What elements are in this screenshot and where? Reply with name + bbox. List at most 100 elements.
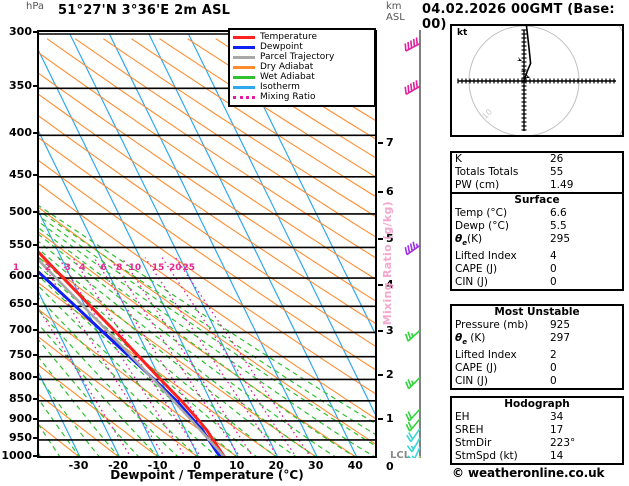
index-value: 0 <box>550 276 557 289</box>
mixing-ratio-value-label: 2 <box>44 262 52 273</box>
wind-barb-column <box>400 30 440 472</box>
index-label: K <box>455 153 462 165</box>
index-value: 223° <box>550 437 576 449</box>
index-row: CAPE (J) 0 <box>452 362 622 375</box>
stability-rows: K 26 Totals Totals 55 PW (cm) 1.49 <box>452 153 622 192</box>
pressure-tick-label: 850 <box>9 391 32 405</box>
wind-barb <box>404 37 421 52</box>
index-label: Totals Totals <box>455 166 519 178</box>
pressure-tick <box>33 455 38 457</box>
index-value: 925 <box>550 319 571 331</box>
pressure-tick-label: 700 <box>9 323 32 337</box>
index-row: Totals Totals 55 <box>452 166 622 179</box>
pressure-tick <box>33 244 38 247</box>
pressure-tick <box>33 417 38 420</box>
height-tick-label-zero: 0 <box>386 460 394 473</box>
legend-item: Mixing Ratio <box>233 92 371 102</box>
legend: Temperature Dewpoint Parcel Trajectory Dry … <box>228 28 376 107</box>
index-value: 1.49 <box>550 179 574 191</box>
hodograph-arrow <box>520 68 526 72</box>
pressure-tick-label: 400 <box>9 126 32 140</box>
pressure-tick <box>33 303 38 306</box>
pressure-tick-label: 550 <box>9 238 32 252</box>
legend-item: Dewpoint <box>233 42 371 52</box>
index-value: 4 <box>550 250 557 263</box>
pressure-tick-label: 800 <box>9 370 32 384</box>
index-row: θe (K) 297 <box>452 332 622 349</box>
pressure-tick <box>33 329 38 332</box>
height-unit-label: km ASL <box>386 1 405 23</box>
pressure-tick-label: 1000 <box>1 449 32 462</box>
legend-item: Temperature <box>233 32 371 42</box>
legend-item-label: Isotherm <box>260 82 300 92</box>
legend-item: Parcel Trajectory <box>233 52 371 62</box>
most-unstable-heading: Most Unstable <box>494 306 580 318</box>
height-tick <box>378 417 383 420</box>
index-value: 0 <box>550 362 557 375</box>
pressure-tick-label: 300 <box>9 25 32 38</box>
hodograph-indices-heading: Hodograph <box>504 398 570 410</box>
pressure-tick-label: 950 <box>9 430 32 444</box>
index-label: CAPE (J) <box>455 362 498 375</box>
index-row: Lifted Index 4 <box>452 250 622 263</box>
legend-color-swatch <box>233 65 255 69</box>
height-tick-label: 6 <box>386 184 394 198</box>
index-value: 0 <box>550 263 557 276</box>
pressure-tick <box>33 132 38 135</box>
index-label: θe(K) <box>455 233 483 248</box>
height-tick <box>378 237 383 240</box>
temperature-tick-label: -30 <box>68 459 89 472</box>
pressure-tick-label: 600 <box>9 269 32 283</box>
temperature-tick-label: 20 <box>268 459 284 472</box>
index-label: StmDir <box>455 437 492 449</box>
index-label: Pressure (mb) <box>455 319 529 331</box>
stability-indices-panel: K 26 Totals Totals 55 PW (cm) 1.49 Surface Te… <box>450 151 624 292</box>
hodograph-indices-rows: EH 34 SREH 17 StmDir 223° StmSpd (kt) 14 <box>452 411 622 463</box>
wind-barb <box>404 241 421 256</box>
height-tick <box>378 374 383 377</box>
mixing-ratio-value-label: 20 <box>168 262 182 273</box>
pressure-tick-label: 350 <box>9 79 32 93</box>
index-row: CAPE (J) 0 <box>452 263 622 276</box>
temperature-tick-label: 30 <box>308 459 324 472</box>
index-label: Lifted Index <box>455 349 517 362</box>
height-unit-line2: ASL <box>386 12 405 23</box>
index-row: CIN (J) 0 <box>452 276 622 289</box>
index-row: Pressure (mb) 925 <box>452 319 622 332</box>
pressure-tick <box>33 376 38 379</box>
panel-divider <box>452 192 622 194</box>
wind-barb <box>406 428 421 443</box>
mixing-ratio-value-label: 15 <box>151 262 165 273</box>
hodograph-arrow <box>524 74 530 78</box>
height-tick-label: 3 <box>386 323 394 337</box>
mixing-ratio-value-label: 8 <box>116 262 123 273</box>
height-unit-line1: km <box>386 1 402 12</box>
temperature-tick-label: -20 <box>108 459 128 472</box>
mixing-ratio-value-label: 1 <box>12 262 20 273</box>
legend-item-label: Parcel Trajectory <box>260 52 335 62</box>
legend-color-swatch <box>233 45 255 49</box>
index-label: CIN (J) <box>455 375 488 388</box>
most-unstable-rows: Pressure (mb) 925 θe (K) 297 Lifted Index 2 CA… <box>452 319 622 388</box>
index-value: 297 <box>550 332 571 344</box>
index-value: 17 <box>550 424 564 436</box>
index-value: 295 <box>550 233 571 245</box>
index-label: θe (K) <box>455 332 486 347</box>
wind-barb <box>405 376 421 390</box>
height-tick <box>378 190 383 193</box>
pressure-unit-label: hPa <box>26 1 45 12</box>
index-row: Lifted Index 2 <box>452 349 622 362</box>
model-run-title: 04.02.2026 00GMT (Base: 00) <box>422 2 615 32</box>
index-row: Dewp (°C) 5.5 <box>452 220 622 233</box>
pressure-tick <box>33 436 38 439</box>
index-value: 6.6 <box>550 207 567 219</box>
index-row: EH 34 <box>452 411 622 424</box>
index-label: Temp (°C) <box>455 207 508 219</box>
height-tick <box>378 284 383 287</box>
index-label: PW (cm) <box>455 179 500 191</box>
legend-color-swatch <box>233 35 255 39</box>
height-tick-label: 2 <box>386 368 394 382</box>
pressure-tick-label: 450 <box>9 167 32 181</box>
